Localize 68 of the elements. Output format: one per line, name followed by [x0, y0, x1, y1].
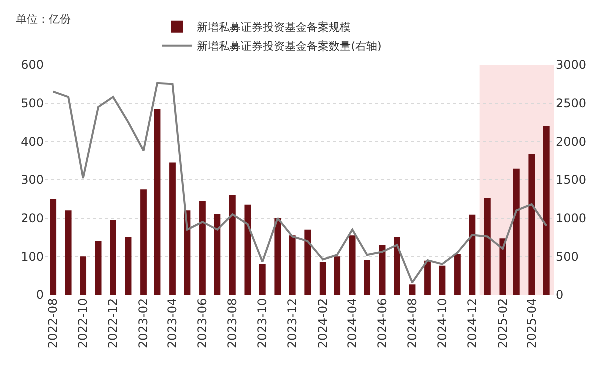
- bar: [528, 154, 536, 295]
- y-tick-label: 500: [21, 96, 44, 111]
- x-tick-label: 2022-08: [46, 298, 60, 349]
- x-tick-label: 2023-12: [286, 298, 300, 349]
- x-tick-label: 2024-04: [345, 298, 360, 349]
- y-tick-label: 0: [36, 288, 44, 302]
- y-tick-label: 400: [21, 134, 44, 149]
- bar: [125, 238, 132, 295]
- bar: [110, 220, 116, 295]
- x-tick-label: 2025-04: [524, 298, 539, 349]
- x-tick-label: 2023-04: [166, 298, 180, 349]
- y2-tick-label: 2000: [556, 134, 587, 149]
- y2-tick-label: 0: [556, 288, 564, 302]
- bar: [274, 218, 282, 295]
- text: 单位：亿份: [16, 13, 71, 26]
- bar: [364, 260, 371, 295]
- legend-label: 新增私募证券投资基金备案数量(右轴): [197, 40, 382, 54]
- bar: [454, 254, 461, 295]
- bar: [229, 195, 236, 295]
- y2-tick-label: 500: [556, 250, 579, 264]
- y-tick-label: 200: [21, 212, 44, 226]
- bar: [320, 262, 326, 295]
- bar: [439, 266, 446, 295]
- x-tick-label: 2023-08: [226, 298, 240, 349]
- bar: [469, 214, 476, 295]
- y2-tick-label: 3000: [556, 58, 587, 72]
- x-tick-label: 2023-06: [196, 298, 210, 349]
- bar: [200, 201, 206, 295]
- y2-tick-label: 1500: [556, 173, 587, 188]
- x-tick-label: 2022-10: [76, 298, 90, 349]
- bar: [140, 190, 147, 295]
- bar: [349, 236, 356, 295]
- bar: [244, 204, 252, 295]
- bar: [424, 260, 431, 295]
- legend-label: 新增私募证券投资基金备案规模: [197, 21, 352, 34]
- x-tick-label: 2023-10: [256, 298, 270, 349]
- x-tick-label: 2024-02: [316, 298, 330, 349]
- x-tick-label: 2024-08: [405, 298, 420, 349]
- x-tick-label: 2024-10: [435, 298, 450, 349]
- bar: [95, 241, 102, 295]
- bar: [513, 168, 520, 295]
- bar: [409, 284, 416, 295]
- bar: [500, 238, 506, 295]
- bar: [80, 256, 87, 295]
- bar: [154, 109, 161, 295]
- bar: [394, 237, 400, 295]
- x-tick-label: 2023-02: [136, 298, 151, 349]
- x-tick-label: 2024-12: [465, 298, 480, 349]
- y-tick-label: 100: [21, 250, 44, 264]
- y-tick-label: 600: [21, 58, 44, 72]
- bar: [214, 214, 221, 295]
- bar: [379, 245, 386, 295]
- bar: [50, 199, 57, 295]
- bar: [170, 162, 176, 295]
- x-tick-label: 2022-12: [106, 298, 120, 349]
- y2-tick-label: 2500: [556, 96, 587, 111]
- x-tick-label: 2025-02: [496, 298, 510, 349]
- y-tick-label: 300: [21, 173, 44, 188]
- bar: [65, 210, 72, 295]
- bar: [259, 264, 266, 295]
- bar: [289, 236, 296, 295]
- bar: [484, 198, 491, 295]
- x-tick-label: 2024-06: [375, 298, 390, 349]
- y2-tick-label: 1000: [556, 212, 587, 226]
- bar: [543, 126, 550, 295]
- bar: [334, 256, 341, 295]
- line-series: [52, 82, 548, 284]
- bar: [304, 230, 312, 295]
